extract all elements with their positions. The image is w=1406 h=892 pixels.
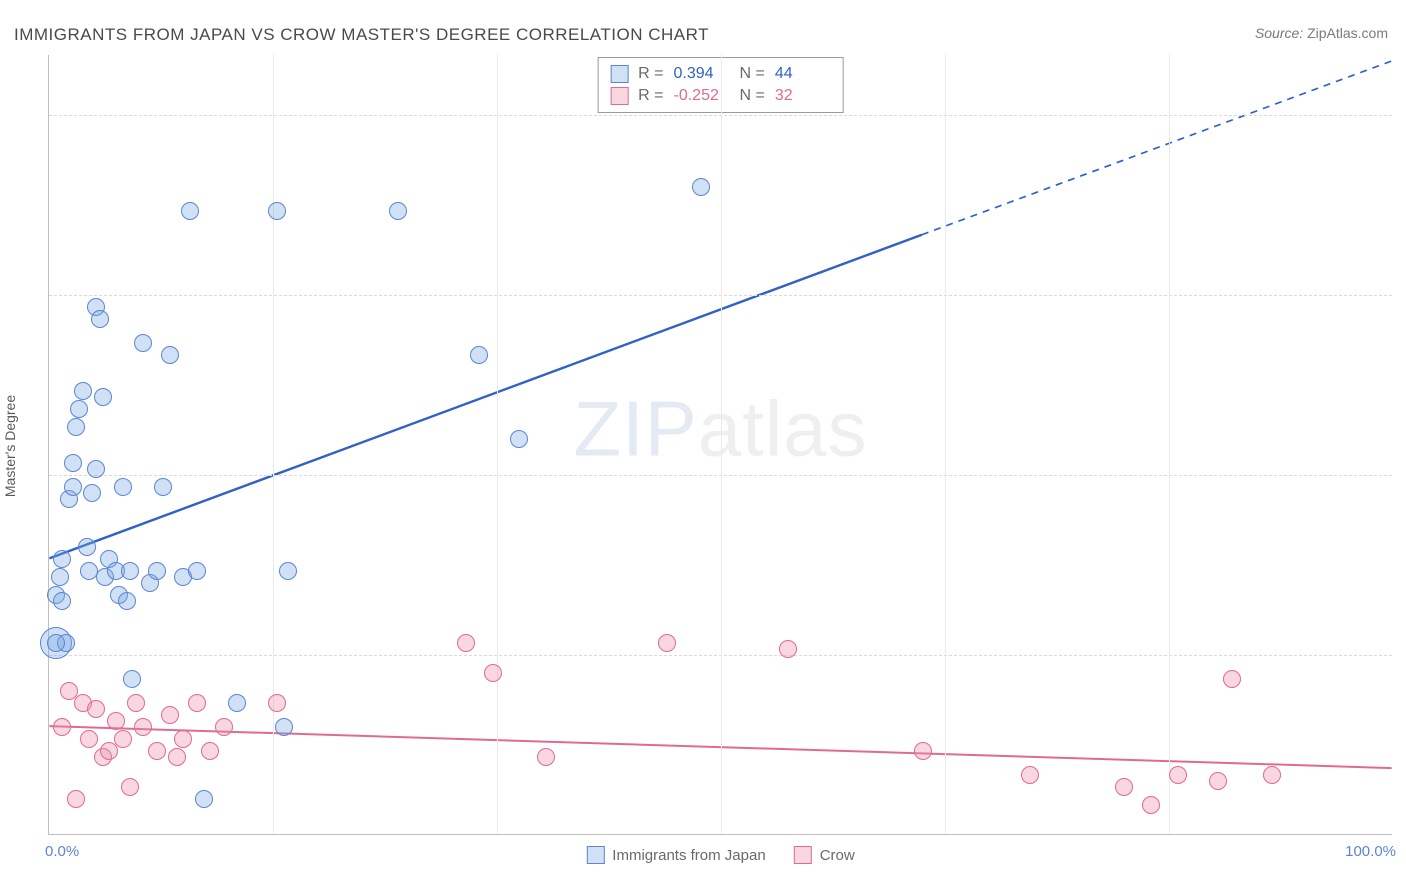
- scatter-point-crow: [779, 640, 797, 658]
- scatter-point-japan: [51, 568, 69, 586]
- scatter-point-japan: [87, 460, 105, 478]
- scatter-point-crow: [87, 700, 105, 718]
- legend-label-japan: Immigrants from Japan: [612, 847, 765, 864]
- vline: [945, 55, 946, 834]
- legend-label-crow: Crow: [820, 847, 855, 864]
- scatter-point-crow: [174, 730, 192, 748]
- scatter-point-japan: [389, 202, 407, 220]
- scatter-point-crow: [80, 730, 98, 748]
- scatter-point-crow: [107, 712, 125, 730]
- vline: [1169, 55, 1170, 834]
- scatter-point-crow: [127, 694, 145, 712]
- scatter-point-crow: [134, 718, 152, 736]
- watermark-zip: ZIP: [573, 384, 697, 472]
- scatter-point-japan: [121, 562, 139, 580]
- scatter-plot-area: ZIPatlas R = 0.394 N = 44 R = -0.252 N =…: [48, 55, 1392, 835]
- scatter-point-crow: [201, 742, 219, 760]
- regression-line-japan: [49, 235, 921, 559]
- scatter-point-crow: [537, 748, 555, 766]
- scatter-point-japan: [83, 484, 101, 502]
- swatch-crow: [610, 87, 628, 105]
- scatter-point-crow: [148, 742, 166, 760]
- scatter-point-japan: [510, 430, 528, 448]
- scatter-point-japan: [67, 418, 85, 436]
- y-axis-label: Master's Degree: [2, 395, 18, 497]
- scatter-point-japan: [64, 454, 82, 472]
- scatter-point-crow: [268, 694, 286, 712]
- r-label: R =: [638, 85, 663, 107]
- scatter-point-japan: [275, 718, 293, 736]
- scatter-point-crow: [1209, 772, 1227, 790]
- scatter-point-japan: [268, 202, 286, 220]
- n-label: N =: [740, 63, 765, 85]
- scatter-point-japan: [181, 202, 199, 220]
- r-label: R =: [638, 63, 663, 85]
- vline: [273, 55, 274, 834]
- scatter-point-crow: [1115, 778, 1133, 796]
- source-label: Source:: [1255, 25, 1303, 41]
- scatter-point-crow: [1263, 766, 1281, 784]
- scatter-point-japan: [188, 562, 206, 580]
- swatch-japan: [610, 65, 628, 83]
- scatter-point-crow: [168, 748, 186, 766]
- n-value-crow: 32: [775, 85, 831, 107]
- scatter-point-crow: [484, 664, 502, 682]
- y-tick-label: 30.0%: [1400, 467, 1406, 484]
- scatter-point-japan: [91, 310, 109, 328]
- scatter-point-crow: [215, 718, 233, 736]
- y-tick-label: 45.0%: [1400, 287, 1406, 304]
- scatter-point-crow: [1223, 670, 1241, 688]
- legend-item-crow: Crow: [794, 846, 855, 864]
- n-value-japan: 44: [775, 63, 831, 85]
- scatter-point-crow: [1021, 766, 1039, 784]
- legend-item-japan: Immigrants from Japan: [586, 846, 765, 864]
- scatter-point-japan: [148, 562, 166, 580]
- scatter-point-japan: [692, 178, 710, 196]
- scatter-point-japan: [470, 346, 488, 364]
- source-value: ZipAtlas.com: [1307, 25, 1388, 41]
- x-tick-max: 100.0%: [1345, 843, 1396, 860]
- scatter-point-japan: [78, 538, 96, 556]
- scatter-point-japan: [114, 478, 132, 496]
- scatter-point-japan: [70, 400, 88, 418]
- scatter-point-crow: [121, 778, 139, 796]
- scatter-point-japan: [161, 346, 179, 364]
- watermark-atlas: atlas: [698, 384, 868, 472]
- scatter-point-crow: [457, 634, 475, 652]
- scatter-point-japan: [74, 382, 92, 400]
- y-tick-label: 60.0%: [1400, 107, 1406, 124]
- y-tick-label: 15.0%: [1400, 647, 1406, 664]
- scatter-point-japan: [53, 592, 71, 610]
- scatter-point-japan: [195, 790, 213, 808]
- scatter-point-crow: [67, 790, 85, 808]
- swatch-crow: [794, 846, 812, 864]
- scatter-point-japan: [134, 334, 152, 352]
- swatch-japan: [586, 846, 604, 864]
- n-label: N =: [740, 85, 765, 107]
- scatter-point-crow: [188, 694, 206, 712]
- regression-line-dashed-japan: [922, 61, 1392, 235]
- source-attribution: Source: ZipAtlas.com: [1255, 25, 1388, 41]
- scatter-point-crow: [161, 706, 179, 724]
- scatter-point-crow: [658, 634, 676, 652]
- x-tick-min: 0.0%: [45, 843, 79, 860]
- scatter-point-japan: [154, 478, 172, 496]
- scatter-point-japan: [123, 670, 141, 688]
- scatter-point-crow: [914, 742, 932, 760]
- scatter-point-japan: [53, 550, 71, 568]
- scatter-point-crow: [114, 730, 132, 748]
- scatter-point-crow: [1142, 796, 1160, 814]
- chart-title: IMMIGRANTS FROM JAPAN VS CROW MASTER'S D…: [14, 25, 709, 45]
- vline: [497, 55, 498, 834]
- scatter-point-japan: [94, 388, 112, 406]
- scatter-point-japan: [64, 478, 82, 496]
- scatter-point-japan: [279, 562, 297, 580]
- vline: [721, 55, 722, 834]
- scatter-point-japan: [47, 634, 65, 652]
- scatter-point-japan: [228, 694, 246, 712]
- scatter-point-crow: [53, 718, 71, 736]
- scatter-point-japan: [118, 592, 136, 610]
- series-legend: Immigrants from Japan Crow: [586, 846, 854, 864]
- scatter-point-crow: [1169, 766, 1187, 784]
